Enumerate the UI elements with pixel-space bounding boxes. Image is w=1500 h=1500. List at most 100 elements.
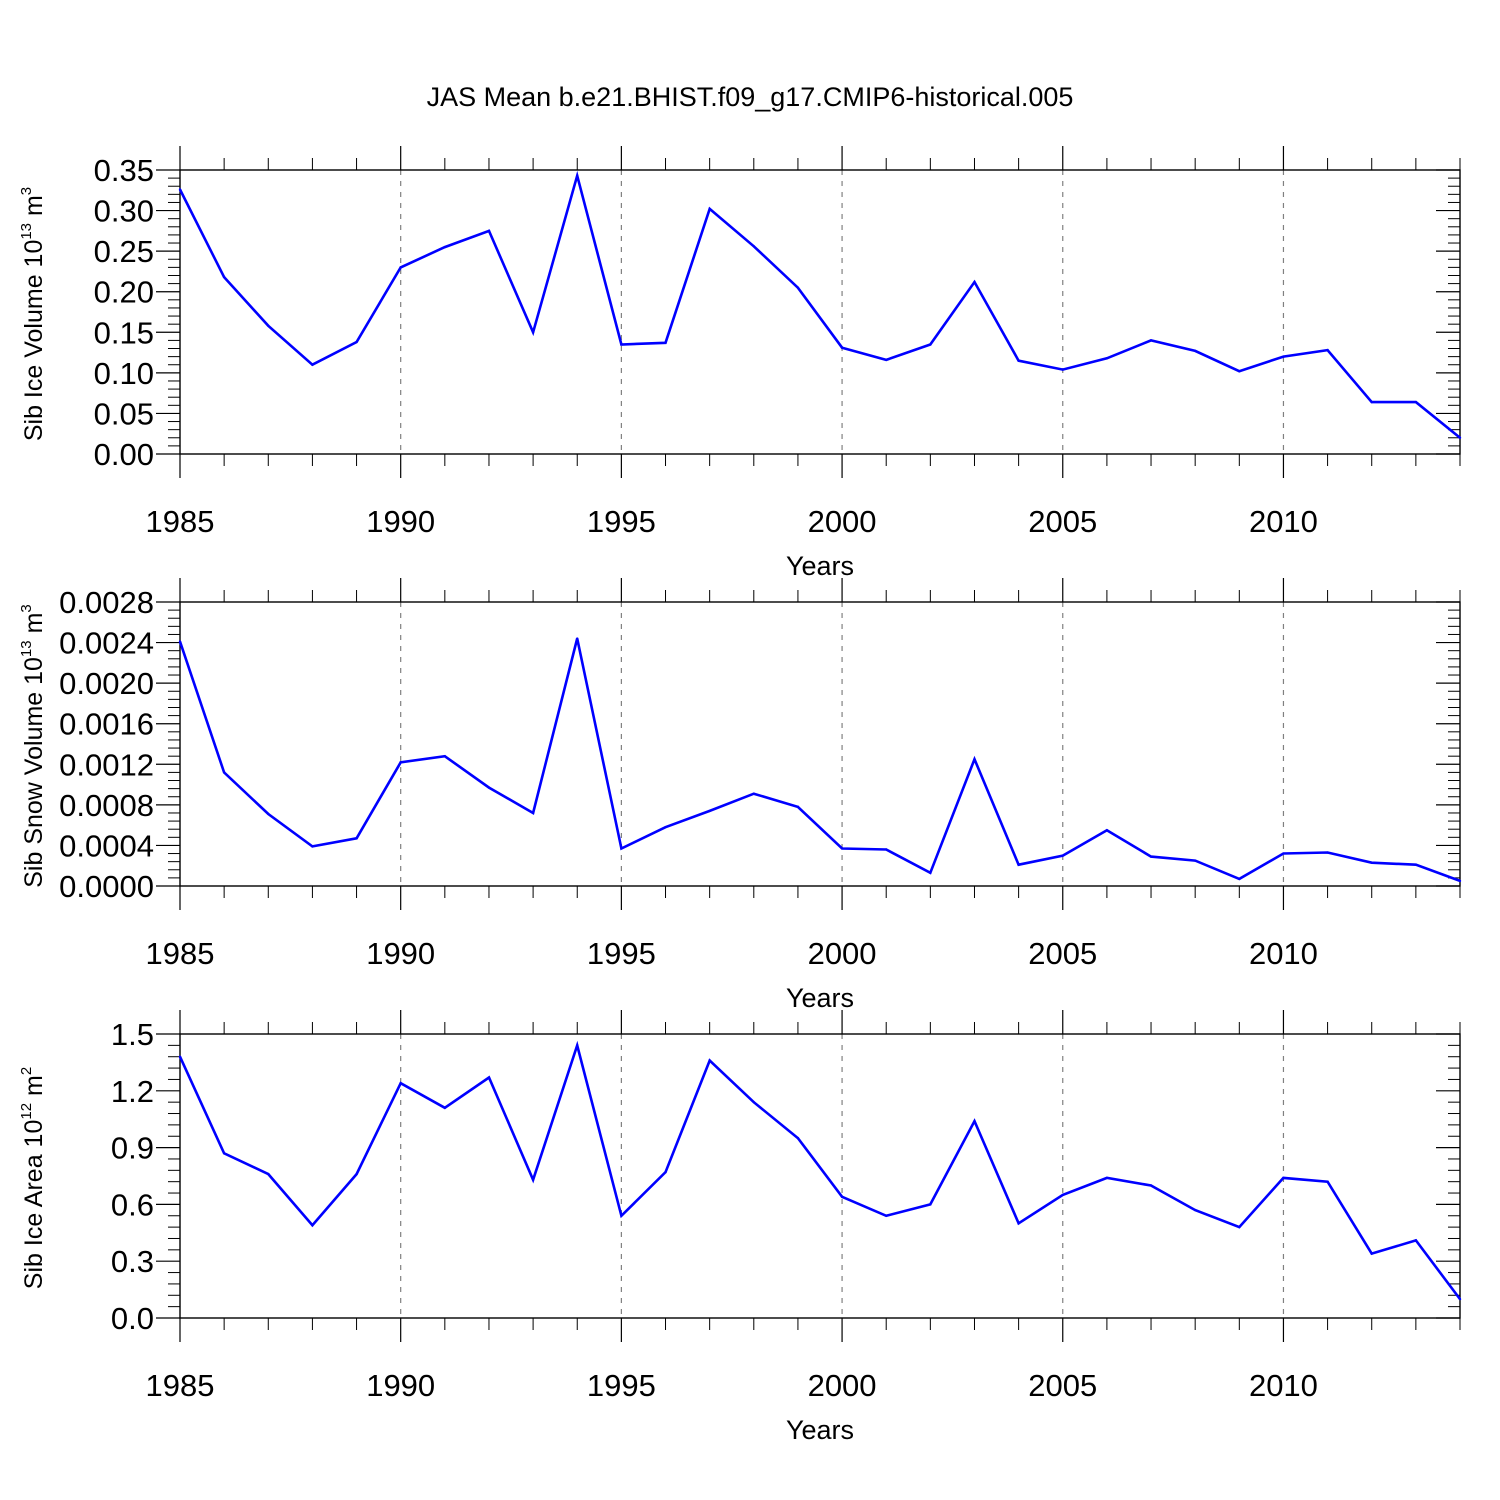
y-tick-label: 0.15 [94,315,154,350]
data-point [311,845,314,848]
x-axis-label: Years [786,551,854,581]
x-tick-label: 1995 [587,504,656,539]
y-tick-label: 0.9 [111,1131,154,1166]
data-point [178,1055,182,1058]
data-point [531,811,535,815]
data-point [1458,879,1462,883]
y-tick-label: 0.6 [111,1187,154,1222]
data-point [708,1059,711,1062]
data-point [796,286,800,289]
data-point [885,358,888,362]
data-point [1149,339,1153,342]
data-point [487,229,491,233]
data-point [664,1171,667,1174]
data-point [399,761,402,764]
data-point [885,1214,888,1217]
x-axis-label: Years [786,1415,854,1445]
y-tick-label: 0.0024 [59,626,154,661]
y-tick-label: 0.0008 [59,788,154,823]
data-point [973,1119,976,1123]
y-axis-label-superscript: 3 [18,187,35,195]
y-tick-label: 1.2 [111,1074,154,1109]
x-tick-label: 2010 [1249,936,1318,971]
data-point [1105,829,1109,832]
y-axis-label-superscript: 3 [18,604,35,612]
panel-middle: 1985 1990 1995 2000 2005 2010 0.0000 0.0004 0.00… [18,578,1462,1013]
y-tick-label: 0.0000 [59,869,154,904]
data-point [222,1152,226,1155]
data-point [1149,855,1153,858]
data-point [222,771,226,774]
data-point [1238,370,1241,373]
data-point [1105,1176,1109,1180]
x-tick-label: 2010 [1249,1368,1318,1403]
data-point [752,792,755,795]
plot-frame [179,1033,1461,1319]
x-tick-label: 2005 [1028,504,1097,539]
data-point [443,754,447,758]
data-point [796,1136,800,1140]
data-point [1326,348,1329,352]
data-point [178,188,182,191]
y-axis-label-superscript: 12 [18,1103,35,1120]
panel-bottom: 1985 1990 1995 2000 2005 2010 0.0 0.3 0.6 0.9 1.2 1… [18,1010,1462,1445]
data-point [708,809,711,813]
y-axis-label-text: Sib Ice Volume 10 [20,240,48,442]
data-point [973,280,976,284]
data-point [840,847,844,850]
data-point [1370,400,1373,404]
x-tick-label: 1995 [587,936,656,971]
data-point [355,340,358,344]
x-tick-label: 1995 [587,1368,656,1403]
y-tick-label: 0.0 [111,1301,154,1336]
plot-frame [179,169,1461,455]
data-point [355,837,358,840]
x-tick-label: 1990 [366,504,435,539]
y-axis-label-text: Sib Ice Area 10 [20,1120,48,1290]
data-point [885,848,888,851]
x-tick-label: 2010 [1249,504,1318,539]
data-point [796,805,800,809]
data-point [1017,359,1020,362]
series-line [178,638,1461,883]
x-tick-label: 2000 [808,1368,877,1403]
data-point [620,343,623,346]
y-axis-label: Sib Ice Area 1012 m2 [18,1067,48,1289]
x-tick-label: 2005 [1028,1368,1097,1403]
data-point [1326,851,1329,854]
data-point [1149,1184,1153,1187]
y-tick-label: 0.25 [94,234,154,269]
data-point [1238,877,1241,881]
data-point [1193,1208,1197,1212]
y-tick-label: 0.0028 [59,585,154,620]
data-point [576,174,579,177]
data-point [311,363,314,366]
x-tick-label: 1985 [146,936,215,971]
data-point [355,1172,358,1176]
data-point [1282,355,1285,358]
data-point [1017,1222,1020,1225]
data-point [311,1224,314,1227]
data-point [664,825,667,829]
data-point [443,1106,447,1110]
data-point [1193,349,1197,353]
x-axis-label: Years [786,983,854,1013]
data-point [1282,1176,1285,1180]
y-axis-label-text: m [20,613,48,641]
y-tick-label: 0.0016 [59,707,154,742]
x-tick-label: 1990 [366,1368,435,1403]
data-point [487,786,491,789]
y-tick-label: 0.05 [94,396,154,431]
data-point [267,324,270,327]
data-point [929,1203,932,1206]
data-point [1282,852,1285,855]
data-point [576,637,579,640]
data-point [267,1172,270,1176]
data-point [222,275,226,279]
data-point [443,245,447,249]
data-point [399,1082,402,1085]
series-line [178,170,1461,439]
x-tick-label: 2000 [808,936,877,971]
data-point [1105,357,1109,360]
y-axis-label-text: m [20,1075,48,1103]
